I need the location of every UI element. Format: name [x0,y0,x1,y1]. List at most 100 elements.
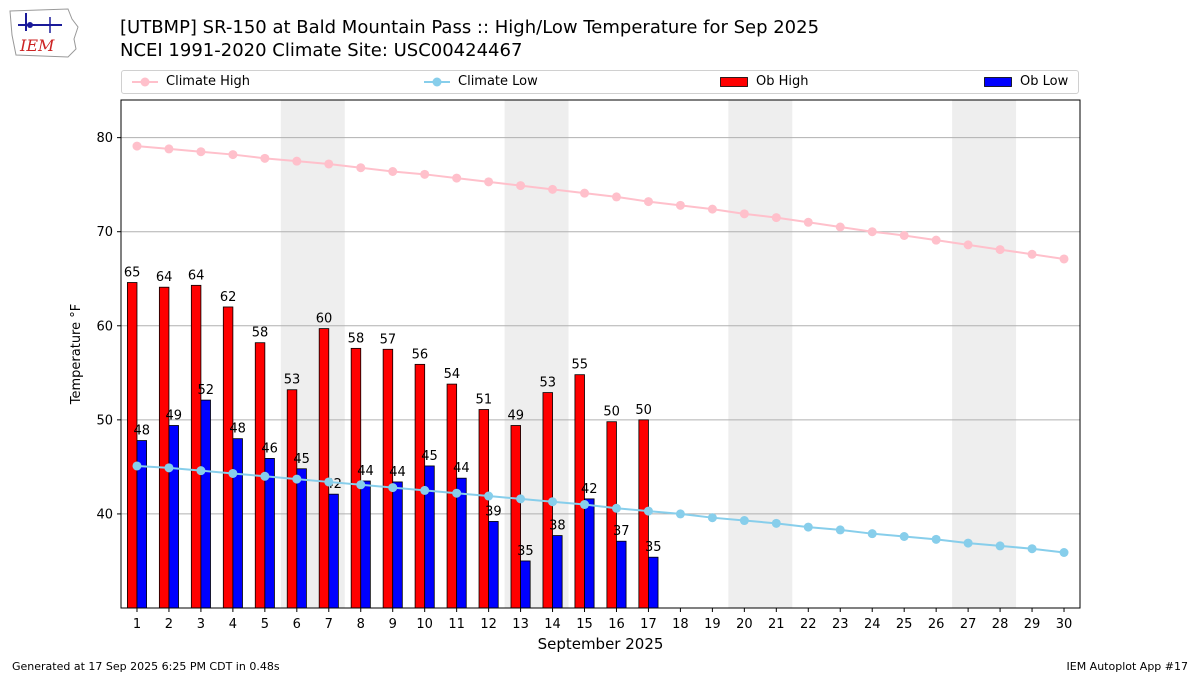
ob-low-bar-12 [488,521,499,609]
climate-high-point-26 [931,235,941,245]
climate-low-point-22 [803,522,813,532]
x-tick-label-23: 23 [832,617,849,632]
climate-high-point-18 [675,200,685,210]
logo-text: IEM [19,36,55,55]
legend-item-ob-high: Ob High [720,74,809,89]
app-footer: IEM Autoplot App #17 [1066,660,1189,673]
legend-swatch-climate-low [424,77,450,86]
ob-low-label-3: 52 [197,383,214,398]
climate-high-point-19 [707,204,717,214]
ob-high-label-5: 58 [252,326,269,341]
ob-high-label-3: 64 [188,268,205,283]
climate-low-point-3 [196,466,206,476]
ob-low-bar-15 [584,498,595,609]
ob-low-label-1: 48 [134,424,151,439]
ob-high-bar-4 [222,306,234,609]
ob-high-label-17: 50 [635,403,652,418]
legend-item-climate-low: Climate Low [424,74,538,89]
ob-low-label-12: 39 [485,504,502,519]
climate-high-point-11 [452,173,462,183]
x-tick-label-13: 13 [512,617,529,632]
climate-low-point-30 [1059,547,1069,557]
iem-logo-graphic: IEM [9,8,79,58]
legend-label-ob-high: Ob High [756,74,809,89]
ob-low-bar-2 [168,425,179,609]
climate-low-point-11 [452,488,462,498]
climate-high-point-30 [1059,254,1069,264]
ob-low-bar-13 [520,560,531,609]
ob-low-label-14: 38 [549,519,566,534]
climate-high-point-5 [260,153,270,163]
ob-high-bar-2 [158,286,170,609]
ob-high-label-9: 57 [380,332,397,347]
climate-high-point-6 [292,156,302,166]
climate-high-point-28 [995,245,1005,255]
climate-low-point-13 [516,494,526,504]
ob-low-label-16: 37 [613,524,630,539]
plot-frame [120,99,1081,609]
y-tick-label-50: 50 [96,413,113,428]
x-tick-label-18: 18 [672,617,689,632]
ob-high-label-7: 60 [316,312,333,327]
ob-high-label-15: 55 [571,358,588,373]
climate-low-point-21 [771,518,781,528]
x-tick-label-12: 12 [480,617,497,632]
x-tick-label-30: 30 [1056,617,1073,632]
climate-high-point-29 [1027,249,1037,259]
climate-low-point-8 [356,480,366,490]
climate-high-point-10 [420,169,430,179]
x-axis-label: September 2025 [538,635,664,653]
ob-low-bar-3 [200,399,211,609]
climate-low-point-6 [292,474,302,484]
climate-high-point-9 [388,166,398,176]
x-tick-label-15: 15 [576,617,593,632]
x-tick-label-28: 28 [992,617,1009,632]
climate-high-point-13 [516,181,526,191]
climate-high-point-7 [324,159,334,169]
climate-low-point-18 [675,509,685,519]
x-tick-label-21: 21 [768,617,785,632]
ob-low-bar-9 [392,481,403,609]
ob-high-bar-16 [606,421,617,609]
x-tick-label-26: 26 [928,617,945,632]
climate-high-point-21 [771,213,781,223]
climate-high-point-12 [484,177,494,187]
climate-high-point-20 [739,209,749,219]
ob-high-label-2: 64 [156,270,173,285]
ob-low-label-4: 48 [229,422,246,437]
weekend-shade-4 [952,100,1017,608]
generated-footer: Generated at 17 Sep 2025 6:25 PM CDT in … [12,660,280,673]
climate-low-point-29 [1027,544,1037,554]
ob-high-label-4: 62 [220,290,237,305]
x-tick-label-4: 4 [229,617,237,632]
climate-high-point-4 [228,150,238,160]
ob-high-label-14: 53 [539,376,556,391]
ob-high-label-6: 53 [284,373,301,388]
ob-low-label-13: 35 [517,544,534,559]
climate-low-point-9 [388,483,398,493]
ob-high-label-12: 51 [476,393,493,408]
x-tick-label-9: 9 [389,617,397,632]
ob-low-bar-6 [296,468,307,609]
legend-item-ob-low: Ob Low [984,74,1068,89]
legend-label-climate-high: Climate High [166,74,251,89]
x-tick-label-22: 22 [800,617,817,632]
ob-low-label-15: 42 [581,482,598,497]
climate-high-point-24 [867,227,877,237]
ob-low-bar-7 [328,493,339,609]
climate-high-point-17 [643,197,653,207]
climate-low-point-20 [739,516,749,526]
ob-low-label-17: 35 [645,540,662,555]
climate-low-point-14 [548,497,558,507]
ob-low-label-2: 49 [165,408,182,423]
climate-high-point-22 [803,217,813,227]
x-tick-label-17: 17 [640,617,657,632]
climate-low-point-7 [324,477,334,487]
legend-label-climate-low: Climate Low [458,74,538,89]
climate-high-point-1 [132,141,142,151]
ob-high-label-16: 50 [603,405,620,420]
ob-high-label-10: 56 [412,347,429,362]
climate-low-point-4 [228,468,238,478]
x-tick-label-16: 16 [608,617,625,632]
weekend-shade-3 [728,100,793,608]
